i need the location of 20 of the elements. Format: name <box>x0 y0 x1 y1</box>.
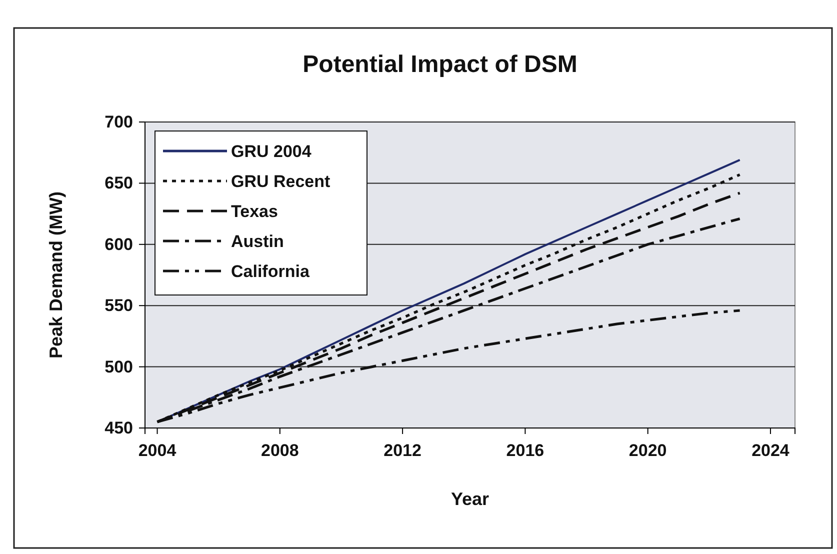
legend-label: GRU 2004 <box>231 142 312 161</box>
legend-label: California <box>231 262 310 281</box>
y-tick-label: 550 <box>104 296 133 316</box>
y-tick-label: 450 <box>104 418 133 438</box>
x-tick-label: 2016 <box>506 441 544 460</box>
chart-title: Potential Impact of DSM <box>302 51 578 78</box>
y-axis-title: Peak Demand (MW) <box>46 191 66 359</box>
y-tick-label: 500 <box>104 357 133 376</box>
x-tick-label: 2012 <box>384 441 422 460</box>
x-tick-label: 2004 <box>138 441 177 460</box>
legend-label: Texas <box>231 202 278 221</box>
y-tick-label: 600 <box>104 234 133 254</box>
legend-label: GRU Recent <box>231 172 331 191</box>
y-tick-label: 700 <box>104 112 133 132</box>
y-tick-label: 650 <box>104 174 133 193</box>
x-tick-label: 2008 <box>260 441 299 460</box>
x-tick-label: 2024 <box>752 441 790 460</box>
legend-label: Austin <box>231 232 284 251</box>
x-axis-title: Year <box>450 489 490 509</box>
x-tick-label: 2020 <box>628 441 667 460</box>
